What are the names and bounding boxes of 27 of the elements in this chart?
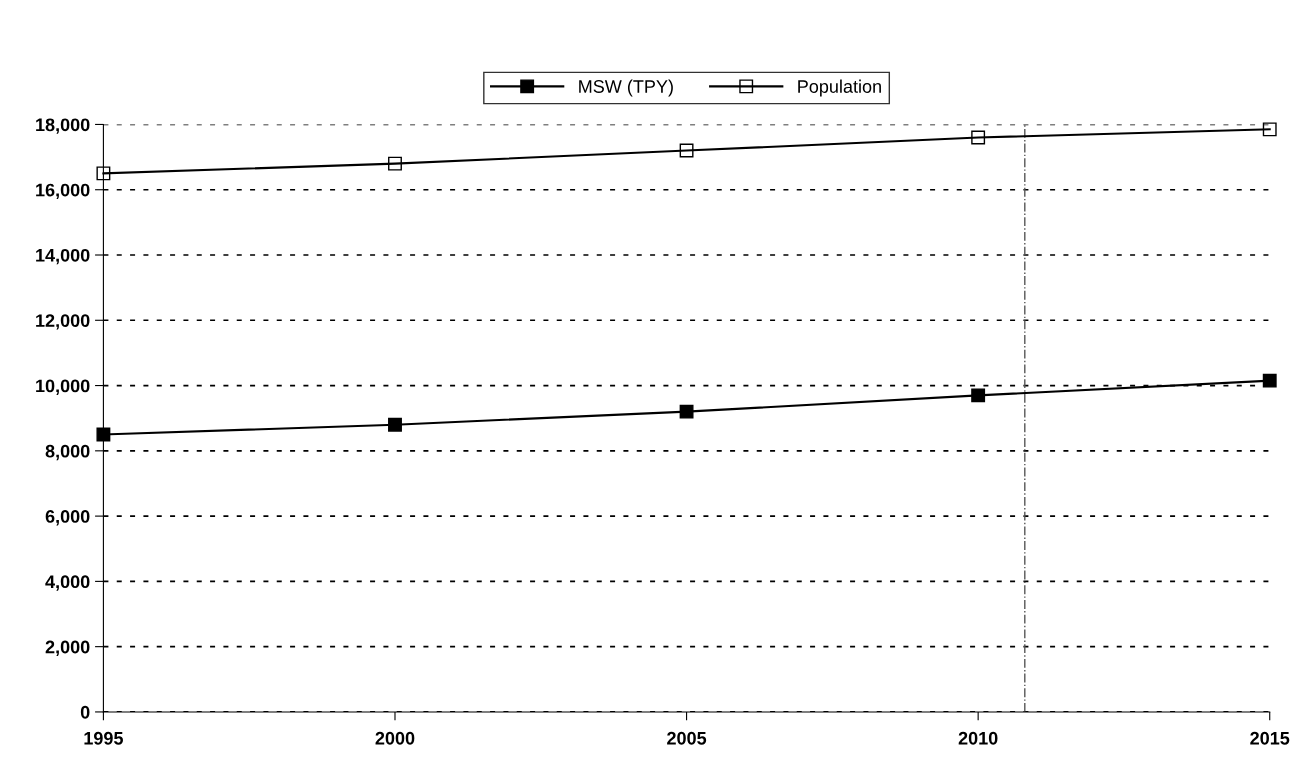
point <box>388 417 402 432</box>
point <box>1262 373 1277 388</box>
x-tick-label: 2000 <box>375 731 415 745</box>
x-tick-label: 1995 <box>84 731 123 745</box>
y-tick-label: 16,000 <box>36 183 90 200</box>
y-tick-label: 0 <box>80 705 90 719</box>
point <box>96 166 111 181</box>
y-tick-label: 2,000 <box>45 640 90 656</box>
x-tick-label: 2015 <box>1250 731 1290 745</box>
y-tick-label: 6,000 <box>45 510 90 526</box>
point <box>679 404 694 419</box>
y-tick-label: 8,000 <box>45 444 90 461</box>
legend-label: MSW (TPY) <box>579 79 673 97</box>
point <box>388 156 402 171</box>
y-tick-label: 4,000 <box>45 575 90 591</box>
y-tick-label: 12,000 <box>36 314 90 330</box>
point <box>1262 122 1277 137</box>
x-tick-label: 2010 <box>958 731 998 745</box>
x-tick-label: 2005 <box>667 731 707 745</box>
point <box>96 427 111 442</box>
y-tick-label: 10,000 <box>36 379 90 395</box>
point <box>971 388 986 403</box>
point <box>971 130 986 145</box>
y-tick-label: 14,000 <box>36 248 90 265</box>
legend-label: Population <box>798 79 881 97</box>
y-tick-label: 18,000 <box>36 118 90 134</box>
point <box>679 143 694 158</box>
